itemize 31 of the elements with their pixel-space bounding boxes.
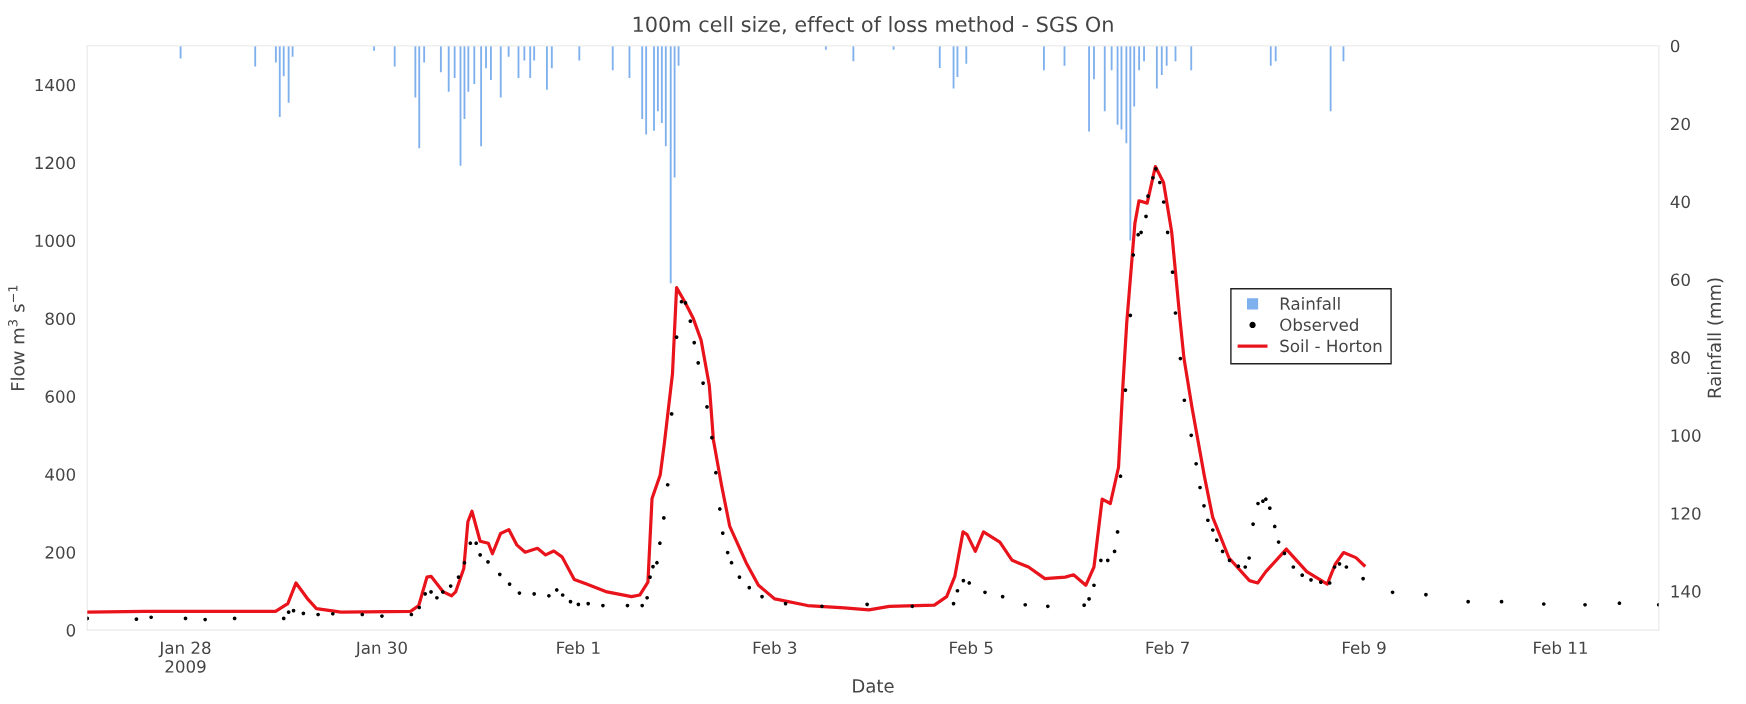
x-tick-label: Feb 9 xyxy=(1342,641,1386,655)
y-tick-label: 600 xyxy=(45,390,76,403)
y2-tick-label: 100 xyxy=(1671,429,1701,442)
chart-title: 100m cell size, effect of loss method - SGS On xyxy=(633,16,1113,35)
x-tick-label: Feb 1 xyxy=(557,641,600,655)
y-tick-label: 1400 xyxy=(35,78,76,92)
y-tick-label: 800 xyxy=(45,312,76,326)
legend-label: Observed xyxy=(1280,318,1358,332)
y2-tick-label: 40 xyxy=(1670,195,1690,209)
legend-label: Soil - Horton xyxy=(1280,339,1382,353)
x-tick-label: Jan 30 xyxy=(354,641,407,658)
y-tick-label: 1200 xyxy=(35,156,76,170)
y2-tick-label: 120 xyxy=(1671,507,1701,520)
x-tick-label: Jan 28 2009 xyxy=(158,641,211,673)
legend-label: Rainfall xyxy=(1280,297,1340,310)
y-tick-label: 0 xyxy=(66,624,76,637)
y2-tick-label: 20 xyxy=(1671,117,1690,131)
x-tick-label: Feb 11 xyxy=(1534,641,1587,655)
y2-axis-title: Rainfall (mm) xyxy=(1707,278,1724,398)
y-tick-label: 400 xyxy=(45,468,76,481)
y2-tick-label: 140 xyxy=(1671,585,1701,598)
y2-tick-label: 60 xyxy=(1670,273,1690,287)
y-axis-title: Flow m$^{3}$ s$^{−1}$ xyxy=(8,285,25,391)
y-tick-label: 1000 xyxy=(35,234,76,248)
x-tick-label: Feb 3 xyxy=(753,641,797,655)
y-tick-label: 200 xyxy=(45,546,76,559)
x-tick-label: Feb 5 xyxy=(950,641,993,655)
y2-tick-label: 0 xyxy=(1670,39,1680,53)
y2-tick-label: 80 xyxy=(1670,351,1690,364)
x-tick-label: Feb 7 xyxy=(1146,641,1189,655)
x-axis-title: Date xyxy=(853,679,894,693)
